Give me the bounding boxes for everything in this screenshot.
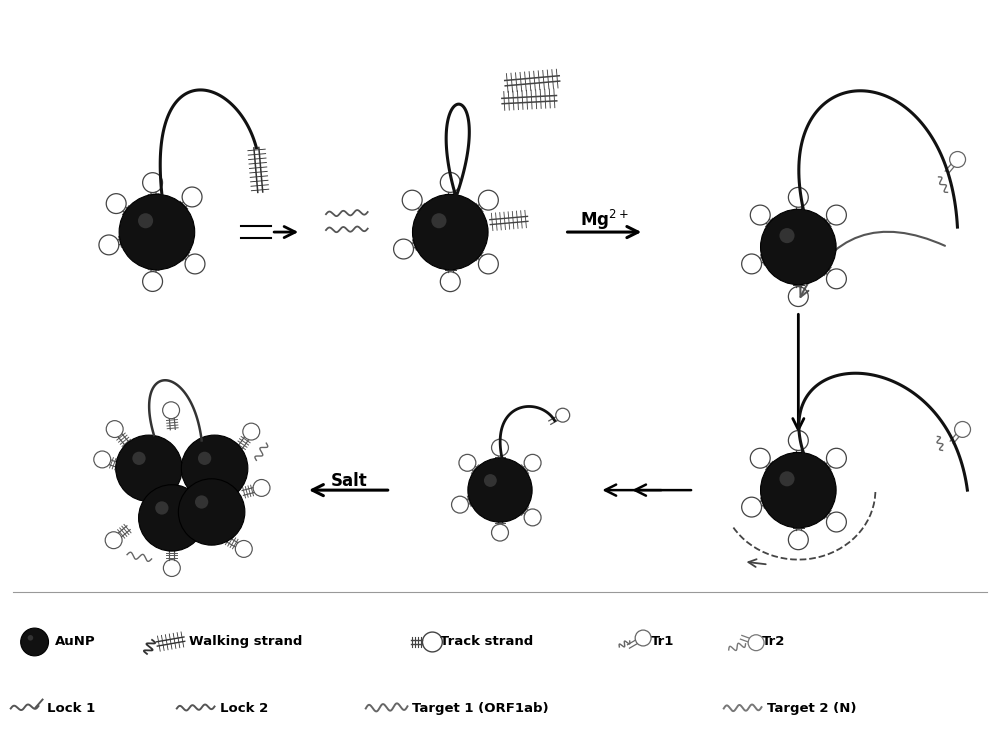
Circle shape xyxy=(155,501,169,515)
Text: Walking strand: Walking strand xyxy=(189,636,302,648)
Text: Salt: Salt xyxy=(330,472,367,490)
Text: Target 2 (N): Target 2 (N) xyxy=(767,702,856,715)
Circle shape xyxy=(198,451,211,465)
Circle shape xyxy=(484,474,497,487)
Text: Tr2: Tr2 xyxy=(762,636,785,648)
Circle shape xyxy=(761,452,836,528)
Text: Lock 1: Lock 1 xyxy=(47,702,95,715)
Circle shape xyxy=(116,435,182,501)
Text: Lock 2: Lock 2 xyxy=(220,702,268,715)
Text: Mg$^{2+}$: Mg$^{2+}$ xyxy=(580,208,629,232)
Circle shape xyxy=(178,479,245,545)
Circle shape xyxy=(412,195,488,270)
Circle shape xyxy=(761,209,836,285)
Circle shape xyxy=(431,213,446,228)
Text: Tr1: Tr1 xyxy=(651,636,675,648)
Circle shape xyxy=(138,213,153,228)
Circle shape xyxy=(779,471,795,486)
Text: Target 1 (ORF1ab): Target 1 (ORF1ab) xyxy=(412,702,549,715)
Circle shape xyxy=(119,195,195,270)
Circle shape xyxy=(28,635,33,641)
Text: Track strand: Track strand xyxy=(440,636,534,648)
Text: AuNP: AuNP xyxy=(54,636,95,648)
Circle shape xyxy=(181,435,248,501)
Circle shape xyxy=(21,628,49,656)
Circle shape xyxy=(132,451,146,465)
Circle shape xyxy=(195,495,208,509)
Circle shape xyxy=(139,485,205,551)
Circle shape xyxy=(779,228,795,243)
Circle shape xyxy=(468,458,532,522)
